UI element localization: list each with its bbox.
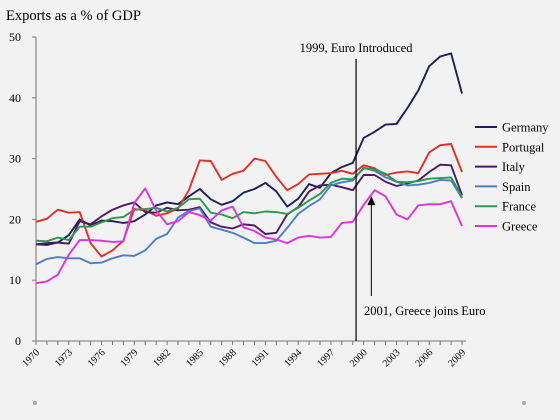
x-tick-label: 1982: [151, 347, 173, 369]
legend-label: Portugal: [502, 140, 545, 154]
euro-introduced-label: 1999, Euro Introduced: [300, 41, 414, 55]
y-tick-label: 0: [15, 334, 21, 348]
y-tick-label: 20: [9, 212, 21, 226]
x-tick-label: 1970: [20, 347, 42, 369]
legend-label: Italy: [502, 160, 526, 174]
slide-bullet-left: [33, 401, 37, 405]
x-tick-label: 2000: [348, 347, 370, 369]
x-axis-ticks: 1970 1973 1976 1979 1982 1985 1988 1991 1994 1997…: [20, 341, 468, 369]
x-tick-label: 2003: [381, 347, 403, 369]
annotations: 1999, Euro Introduced 2001, Greece joins …: [300, 41, 486, 341]
x-tick-label: 1988: [217, 347, 239, 369]
x-tick-label: 1997: [315, 347, 337, 369]
series-line-greece: [35, 187, 463, 285]
legend-label: Spain: [502, 180, 531, 194]
slide-bullet-right: [522, 401, 526, 405]
x-tick-label: 1985: [184, 347, 206, 369]
series-line-italy: [35, 163, 463, 246]
greece-joins-label: 2001, Greece joins Euro: [364, 304, 486, 318]
chart-title: Exports as a % of GDP: [6, 8, 141, 24]
y-axis-ticks: 0 10 20 30 40 50: [9, 30, 36, 348]
legend-label: France: [502, 200, 536, 214]
x-tick-label: 1994: [282, 347, 304, 369]
x-tick-label: 1991: [250, 347, 272, 369]
y-tick-label: 10: [9, 273, 21, 287]
y-tick-label: 50: [9, 30, 21, 44]
y-tick-label: 40: [9, 91, 21, 105]
series-line-portugal: [35, 143, 463, 258]
greece-arrow-head: [367, 196, 376, 206]
legend-label: Germany: [502, 121, 549, 135]
x-tick-label: 1976: [86, 347, 108, 369]
series-lines: [35, 52, 463, 285]
legend: Germany Portugal Italy Spain France Greece: [475, 121, 549, 234]
x-tick-label: 1979: [119, 347, 141, 369]
x-tick-label: 2006: [413, 347, 435, 369]
legend-label: Greece: [502, 220, 538, 234]
x-tick-label: 1973: [53, 347, 75, 369]
series-line-spain: [35, 166, 463, 266]
x-tick-label: 2009: [446, 347, 468, 369]
axes: [35, 37, 466, 342]
y-tick-label: 30: [9, 152, 21, 166]
series-line-france: [35, 167, 463, 243]
